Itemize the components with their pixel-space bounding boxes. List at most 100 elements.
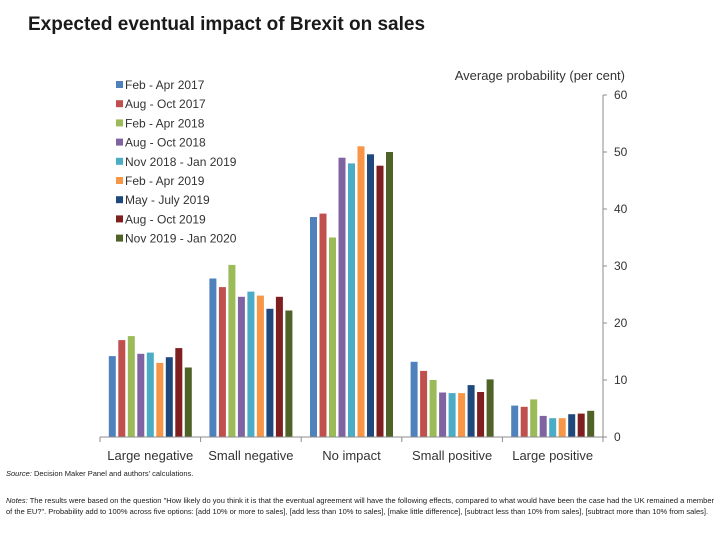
category-label: effect [537, 463, 569, 465]
notes-label: Notes: [6, 496, 28, 505]
legend-item: May - July 2019 [116, 193, 210, 207]
category-label: effect [436, 463, 468, 465]
y-tick-label: 50 [614, 145, 628, 159]
bar [165, 357, 173, 437]
legend-swatch [116, 100, 123, 108]
bar [376, 165, 384, 437]
bar [587, 410, 595, 437]
bar [357, 146, 365, 438]
legend-item: Aug - Oct 2019 [116, 212, 206, 226]
legend: Feb - Apr 2017 Aug - Oct 2017 Feb - Apr 20… [116, 78, 237, 246]
bar [266, 308, 274, 438]
bar [338, 157, 346, 437]
bar [184, 367, 192, 437]
category-label: No impact [322, 448, 381, 463]
bars [108, 146, 595, 438]
legend-label: May - July 2019 [125, 193, 210, 207]
bar [420, 370, 428, 437]
y-tick-label: 0 [614, 430, 621, 444]
category-label: effect [235, 463, 267, 465]
bar [577, 413, 585, 437]
legend-swatch [116, 157, 123, 165]
notes-text: The results were based on the question "… [6, 496, 714, 516]
legend-item: Nov 2019 - Jan 2020 [116, 232, 237, 246]
category-label: Large negative [107, 448, 193, 463]
source-note: Source: Decision Maker Panel and authors… [6, 469, 714, 480]
legend-label: Aug - Oct 2019 [125, 212, 206, 226]
legend-swatch [116, 234, 123, 242]
category-label: Large positive [512, 448, 593, 463]
legend-swatch [116, 138, 123, 146]
bar [156, 362, 164, 437]
legend-swatch [116, 177, 123, 184]
bar-chart: Feb - Apr 2017 Aug - Oct 2017 Feb - Apr 20… [99, 68, 628, 465]
legend-label: Feb - Apr 2019 [125, 174, 205, 188]
bar [367, 154, 374, 438]
legend-swatch [116, 81, 123, 88]
source-text: Decision Maker Panel and authors' calcul… [31, 469, 194, 478]
bar [520, 406, 528, 437]
chart-title: Expected eventual impact of Brexit on sa… [28, 14, 426, 35]
source-label: Source: [6, 469, 32, 478]
bar [319, 213, 327, 437]
y-tick-label: 60 [614, 88, 628, 102]
legend-label: Feb - Apr 2017 [125, 78, 205, 92]
category-label: Small positive [412, 448, 492, 463]
bar [228, 264, 236, 437]
bar [146, 352, 154, 437]
legend-label: Nov 2018 - Jan 2019 [125, 155, 237, 169]
bar [410, 361, 418, 437]
legend-item: Aug - Oct 2018 [116, 136, 206, 150]
bar [568, 414, 576, 437]
bar [549, 418, 557, 437]
y-tick-label: 40 [614, 202, 628, 216]
bar [247, 291, 255, 437]
legend-item: Aug - Oct 2017 [116, 97, 206, 111]
bar [458, 393, 466, 437]
bar [429, 380, 437, 437]
bar [310, 217, 317, 437]
legend-label: Feb - Apr 2018 [125, 116, 205, 130]
bar [439, 392, 447, 437]
legend-item: Feb - Apr 2019 [116, 174, 205, 188]
bar [127, 336, 135, 437]
legend-item: Nov 2018 - Jan 2019 [116, 155, 237, 169]
y-tick-label: 20 [614, 316, 628, 330]
bar [256, 295, 264, 437]
bar [386, 152, 393, 437]
bar [558, 418, 566, 437]
bar [477, 392, 485, 437]
legend-item: Feb - Apr 2017 [116, 78, 205, 92]
legend-label: Nov 2019 - Jan 2020 [125, 232, 237, 246]
y-tick-label: 30 [614, 259, 628, 273]
bar [539, 415, 547, 437]
legend-swatch [116, 196, 123, 204]
bar [118, 340, 126, 437]
bar [467, 385, 475, 437]
bar [275, 296, 283, 437]
category-label: Small negative [208, 448, 293, 463]
bar [237, 296, 245, 437]
bar [108, 356, 116, 437]
category-label: effect [135, 463, 167, 465]
bar [348, 163, 355, 437]
legend-label: Aug - Oct 2018 [125, 136, 206, 150]
bar [175, 348, 183, 437]
bar [486, 379, 494, 437]
y-tick-label: 10 [614, 373, 628, 387]
legend-swatch [116, 215, 123, 223]
bar [530, 399, 538, 437]
legend-item: Feb - Apr 2018 [116, 116, 205, 130]
legend-swatch [116, 119, 123, 127]
bar [285, 310, 293, 437]
bar [218, 287, 226, 437]
bar [448, 393, 456, 437]
bar [209, 278, 217, 437]
legend-label: Aug - Oct 2017 [125, 97, 206, 111]
bar [137, 353, 145, 437]
notes: Notes: The results were based on the que… [6, 496, 714, 518]
bar [511, 405, 519, 437]
y-axis-title: Average probability (per cent) [455, 68, 625, 83]
bar [329, 237, 336, 437]
